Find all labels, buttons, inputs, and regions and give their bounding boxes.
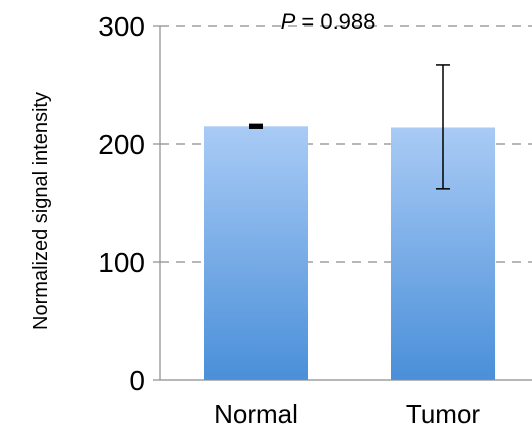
y-tick-label: 0 — [129, 365, 145, 396]
axes: 0 100 200 300 Normal Tumor — [98, 11, 532, 429]
error-bars — [249, 64, 450, 190]
p-symbol: P — [281, 9, 296, 34]
y-tick-label: 300 — [98, 11, 145, 42]
p-value-text: = 0.988 — [295, 9, 375, 34]
y-tick-label: 200 — [98, 129, 145, 160]
p-value-annotation: P = 0.988 — [281, 9, 376, 34]
x-tick-label-tumor: Tumor — [406, 399, 480, 429]
bars — [204, 126, 495, 380]
bar-normal — [204, 126, 308, 380]
error-bar-normal — [249, 123, 263, 129]
y-tick-label: 100 — [98, 247, 145, 278]
x-tick-label-normal: Normal — [214, 399, 298, 429]
y-axis-title: Normalized signal intensity — [30, 92, 52, 330]
error-bar-tumor — [436, 64, 450, 190]
